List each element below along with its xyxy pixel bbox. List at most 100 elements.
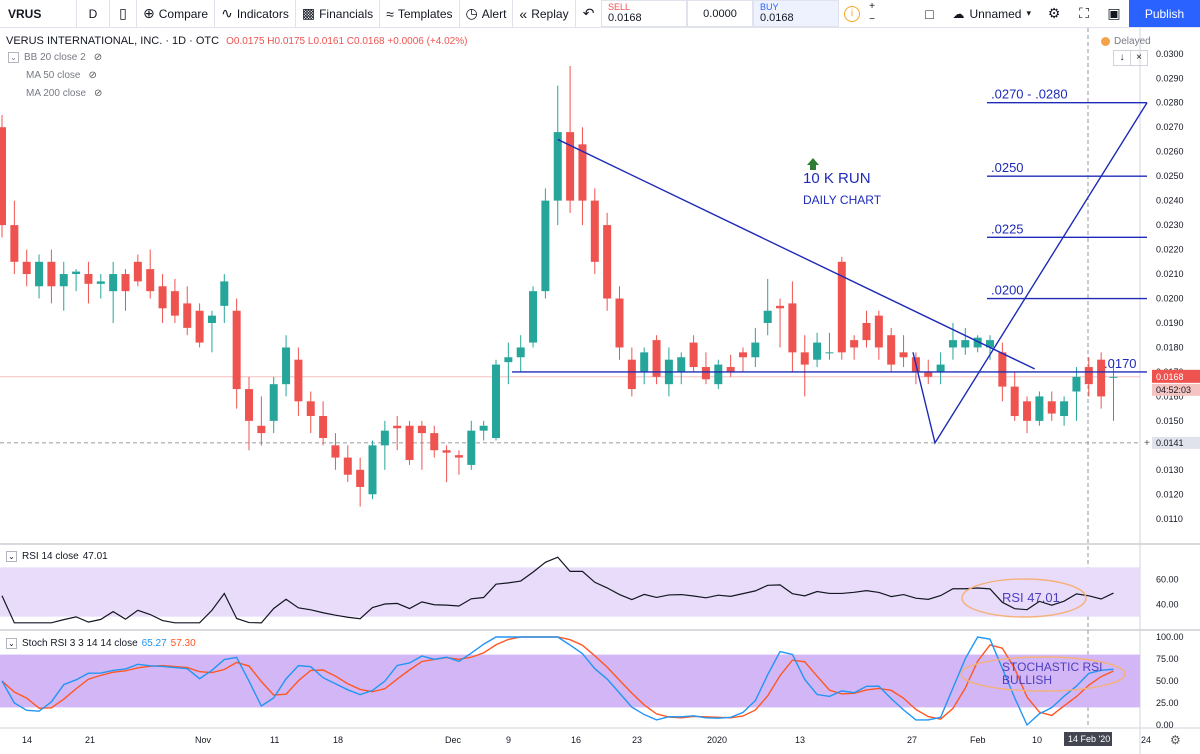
candle-body [603,225,612,299]
price-tick-label: 0.0260 [1156,147,1184,157]
candle-body [677,357,686,372]
eye-off-icon[interactable]: ⊘ [88,70,97,81]
candle-body [553,132,562,201]
projection-line [912,102,1148,445]
collapse-icon[interactable]: ⌄ [6,638,17,649]
candle-body [467,430,476,465]
candle-body [257,425,266,434]
symbol-search[interactable]: VRUS [0,0,77,27]
candle-body [837,261,846,353]
publish-button[interactable]: Publish [1129,0,1200,27]
time-tick-label: 11 [270,735,279,745]
financials-button[interactable]: ▩ Financials [296,0,381,27]
candle-body [776,305,785,309]
candle-body [1047,401,1056,414]
collapse-icon[interactable]: ⌄ [6,551,17,562]
price-tick-label: 0.0150 [1156,416,1184,426]
candle-body [566,132,575,201]
crosshair-date-label: 14 Feb '20 [1068,734,1110,744]
indicator-ma200[interactable]: MA 200 close ⊘ [26,88,103,99]
templates-button[interactable]: ≈ Templates [380,0,460,27]
crosshair-price-label: 0.0141 [1156,438,1184,448]
price-tick-label: 0.0290 [1156,73,1184,83]
arrow-up-icon [807,158,819,170]
fullscreen-icon[interactable]: ⛶ [1079,5,1089,21]
candle-body [59,274,68,287]
plus-circle-icon: ⊕ [143,5,155,21]
candle-body [590,200,599,262]
stoch-legend[interactable]: ⌄ Stoch RSI 3 3 14 14 close 65.27 57.30 [6,638,196,649]
sell-button[interactable]: SELL 0.0168 [601,0,687,27]
rsi-highlight-ellipse [961,578,1087,618]
rsi-legend[interactable]: ⌄ RSI 14 close 47.01 [6,551,108,562]
candle-body [331,445,340,458]
candle-body [492,364,500,439]
level-label: .0225 [991,221,1024,236]
symbol-title: VERUS INTERNATIONAL, INC. · 1D · OTC [6,35,220,47]
eye-off-icon[interactable]: ⊘ [93,52,103,63]
camera-icon[interactable]: ▣ [1107,5,1121,21]
rsi-line [1,556,1114,624]
compare-button[interactable]: ⊕ Compare [137,0,216,27]
candle-body [948,340,957,348]
close-icon[interactable]: × [1131,50,1148,66]
buy-button[interactable]: BUY 0.0168 [753,0,839,27]
info-icon[interactable]: i [839,0,865,27]
candle-body [356,469,365,487]
price-tick-label: 0.0280 [1156,98,1184,108]
candle-body [936,364,945,372]
stoch-note-line2: BULLISH [1002,673,1052,687]
candle-body [306,401,315,416]
alert-button[interactable]: ◷ Alert [460,0,514,27]
crosshair-date-badge [1064,732,1112,746]
stoch-tick-label: 0.00 [1156,720,1174,730]
level-label: .0250 [991,160,1024,175]
eye-off-icon[interactable]: ⊘ [94,88,103,99]
candle-body [986,340,994,348]
stoch-tick-label: 75.00 [1156,654,1179,664]
arrow-down-icon[interactable]: ↓ [1113,50,1131,66]
stoch-band [0,654,1140,708]
stoch-tick-label: 25.00 [1156,698,1179,708]
alarm-icon: ◷ [465,5,478,21]
spread-value: 0.0000 [687,0,753,27]
candle-body [282,347,291,385]
candle-body [84,274,93,284]
price-tick-label: 0.0250 [1156,171,1184,181]
indicator-bb[interactable]: ⌄ BB 20 close 2 ⊘ [8,52,102,63]
layout-square-icon[interactable]: □ [925,5,934,22]
candle-body [442,450,451,453]
candle-body [998,352,1007,387]
chevron-down-icon: ▾ [1026,8,1031,18]
candle-body [850,340,859,348]
gear-icon[interactable]: ⚙ [1047,5,1061,21]
candle-body [640,352,649,372]
replay-button[interactable]: «Replay [513,0,576,27]
interval-label: D [88,6,98,21]
gear-icon[interactable]: ⚙ [1170,733,1181,747]
indicators-button[interactable]: ∿ Indicators [215,0,296,27]
candle-body [22,261,31,275]
chart-style-button[interactable]: ▯ [110,0,137,27]
price-tick-label: 0.0230 [1156,220,1184,230]
indicator-ma50[interactable]: MA 50 close ⊘ [26,70,97,81]
replay-icon: « [519,5,528,22]
downtrend-line [557,138,1036,370]
annotation-title: 10 K RUN [803,170,871,187]
candle-body [887,335,896,365]
undo-button[interactable]: ↶ [576,0,602,27]
price-tick-label: 0.0110 [1156,514,1183,524]
candle-body [1072,376,1081,392]
collapse-icon[interactable]: ⌄ [8,52,19,63]
interval-button[interactable]: D [77,0,110,27]
candle-body [10,225,19,262]
candle-body [1023,401,1032,421]
candle-body [763,310,772,323]
quantity-stepper[interactable]: + − [869,1,875,25]
candle-body [454,455,463,458]
candle-body [72,271,81,275]
stoch-note-line1: STOCHASTIC RSI [1002,660,1102,674]
candle-body [578,144,587,201]
layout-name-button[interactable]: ☁ Unnamed ▾ [952,6,1031,21]
